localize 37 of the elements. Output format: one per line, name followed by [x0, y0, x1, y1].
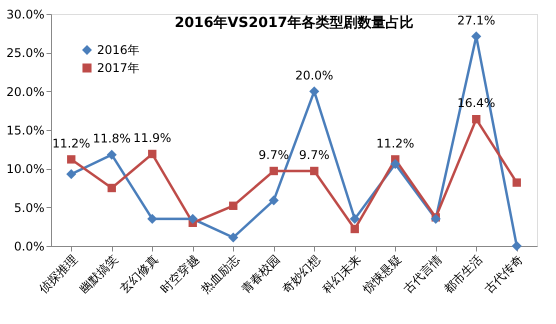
y-tick-label: 15.0%: [6, 124, 44, 138]
data-label: 11.9%: [133, 130, 172, 145]
y-tick-label: 5.0%: [14, 200, 44, 215]
data-label: 11.2%: [376, 136, 414, 150]
data-label: 11.8%: [92, 132, 131, 146]
point: [350, 224, 359, 234]
legend-label: 2016年: [97, 43, 140, 57]
legend-label: 2017年: [97, 61, 140, 75]
point: [147, 214, 158, 224]
chart-title: 2016年VS2017年各类型剧数量占比: [174, 15, 414, 31]
data-label: 27.1%: [457, 13, 496, 28]
point: [472, 114, 480, 124]
point: [350, 214, 360, 224]
point: [229, 202, 238, 210]
point: [106, 150, 117, 160]
y-tick-label: 30.0%: [6, 8, 44, 22]
data-label: 9.7%: [299, 148, 330, 162]
point: [512, 241, 522, 251]
point: [309, 86, 320, 96]
point: [148, 150, 156, 158]
y-tick-label: 20.0%: [6, 84, 44, 99]
y-tick-label: 10.0%: [6, 162, 44, 176]
y-tick-label: 0.0%: [14, 240, 44, 254]
point: [188, 214, 198, 224]
y-tick-label: 25.0%: [6, 46, 44, 60]
point: [310, 166, 318, 176]
data-label: 11.2%: [52, 136, 90, 150]
point: [270, 166, 278, 176]
point: [268, 195, 279, 206]
point: [390, 159, 400, 170]
point: [66, 169, 76, 180]
point: [108, 184, 116, 192]
point: [67, 155, 76, 164]
point: [228, 232, 238, 242]
data-label: 9.7%: [258, 148, 289, 162]
point: [512, 178, 521, 187]
data-label: 20.0%: [295, 68, 334, 82]
